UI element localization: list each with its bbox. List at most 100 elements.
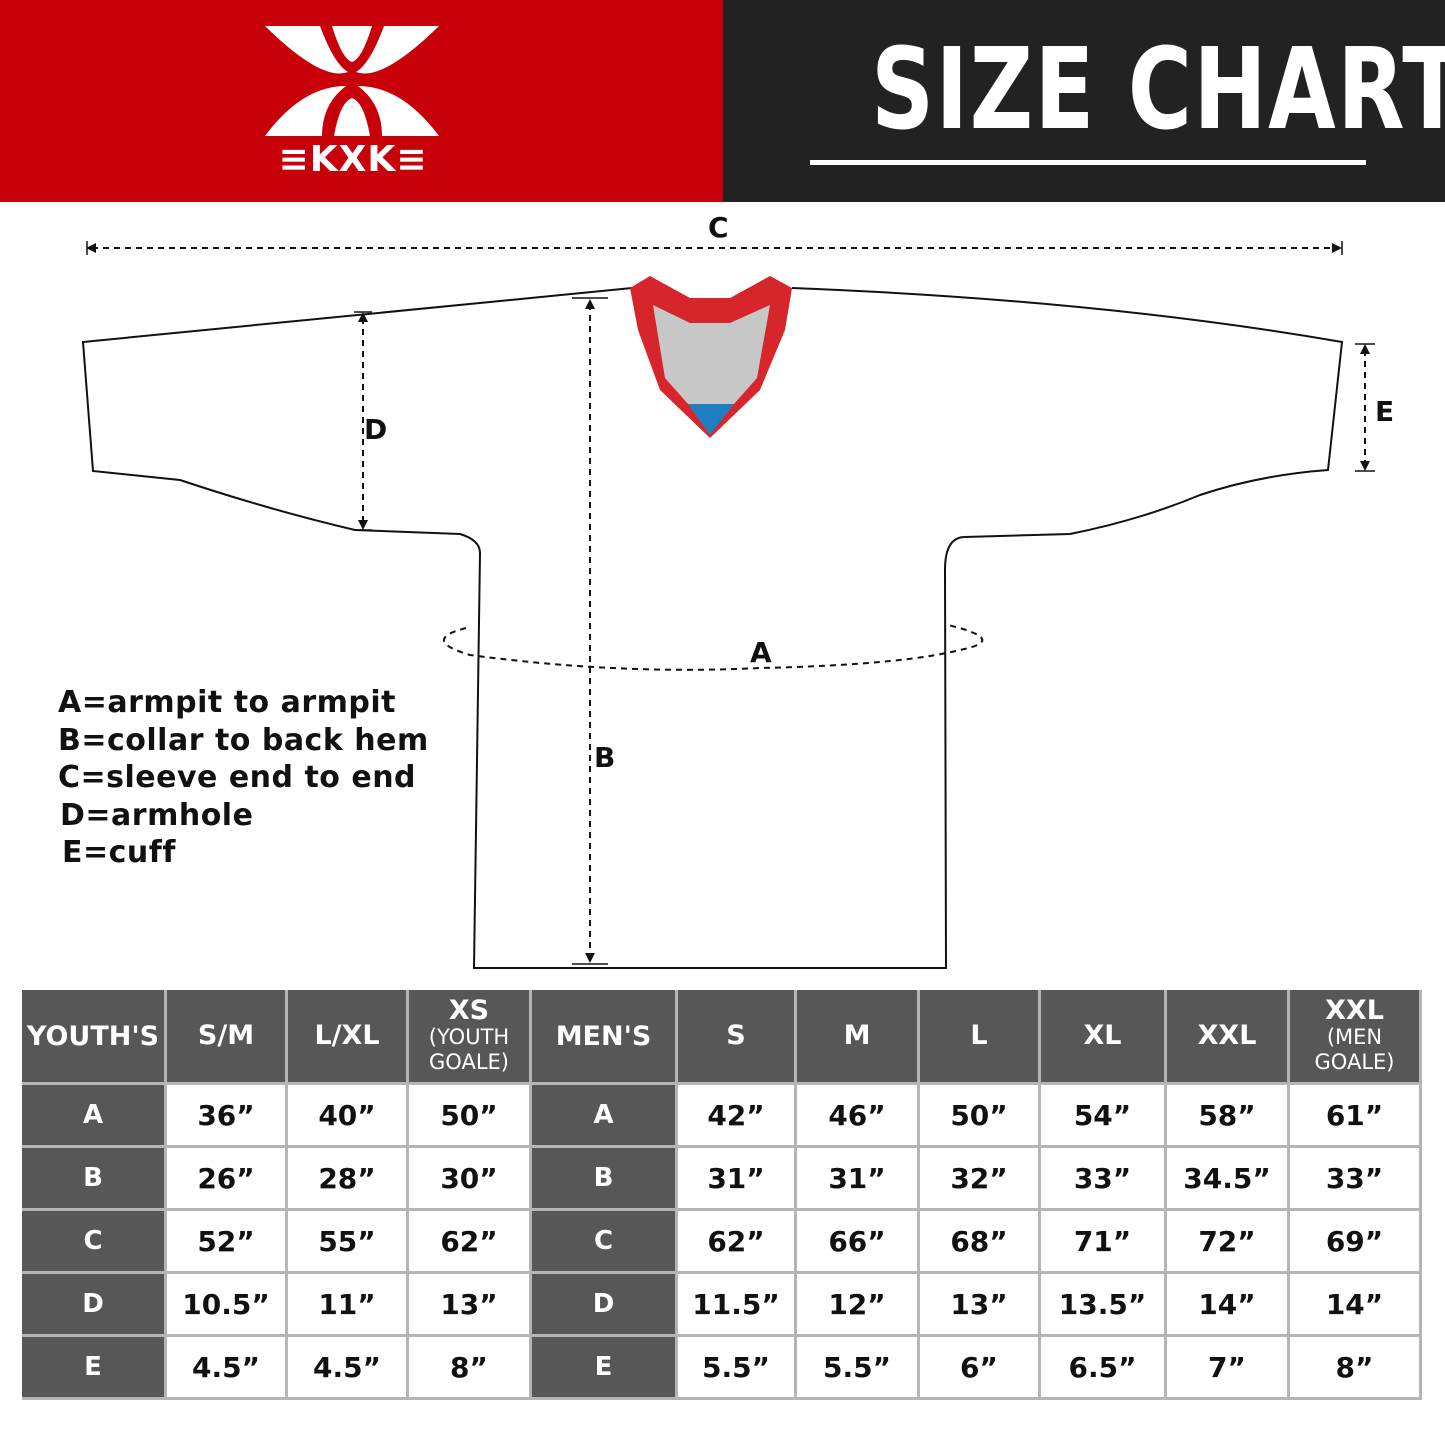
measurement-cell: 12”: [797, 1274, 920, 1337]
logo-wordmark: ≡KXK≡: [278, 139, 428, 180]
measurement-cell: 28”: [288, 1148, 409, 1211]
row-label-men: A: [532, 1085, 678, 1148]
measurement-cell: 55”: [288, 1211, 409, 1274]
table-row: A 36” 40” 50” A 42” 46” 50” 54” 58” 61”: [22, 1085, 1422, 1148]
row-label-men: E: [532, 1337, 678, 1400]
size-name: XL: [1083, 1020, 1122, 1051]
measurement-cell: 72”: [1167, 1211, 1290, 1274]
measurement-cell: 40”: [288, 1085, 409, 1148]
size-name: S: [726, 1020, 746, 1051]
table-row: C 52” 55” 62” C 62” 66” 68” 71” 72” 69”: [22, 1211, 1422, 1274]
size-name: XXL: [1325, 995, 1384, 1026]
measurement-cell: 69”: [1290, 1211, 1422, 1274]
measurement-cell: 34.5”: [1167, 1148, 1290, 1211]
measurement-cell: 54”: [1041, 1085, 1167, 1148]
measurement-cell: 13.5”: [1041, 1274, 1167, 1337]
measurement-cell: 71”: [1041, 1211, 1167, 1274]
measurement-cell: 4.5”: [167, 1337, 288, 1400]
measurement-cell: 6.5”: [1041, 1337, 1167, 1400]
size-name: S/M: [197, 1020, 255, 1051]
jersey-outline: [81, 287, 1344, 969]
measurement-legend: A=armpit to armpit B=collar to back hem …: [58, 684, 429, 872]
label-a: A: [750, 636, 772, 669]
size-note: (MEN GOALE): [1314, 1025, 1395, 1074]
measurement-cell: 14”: [1167, 1274, 1290, 1337]
label-b: B: [594, 741, 616, 774]
measurement-cell: 5.5”: [678, 1337, 797, 1400]
arrowheads: [86, 243, 1370, 963]
measurement-cell: 6”: [920, 1337, 1041, 1400]
measurement-cell: 4.5”: [288, 1337, 409, 1400]
measurement-cell: 33”: [1290, 1148, 1422, 1211]
size-header-men-4: XXL: [1167, 990, 1290, 1085]
measurement-cell: 46”: [797, 1085, 920, 1148]
measurement-cell: 11.5”: [678, 1274, 797, 1337]
measurement-cell: 7”: [1167, 1337, 1290, 1400]
size-name: XXL: [1197, 1020, 1257, 1051]
legend-item: A=armpit to armpit: [58, 685, 396, 720]
measurement-cell: 8”: [1290, 1337, 1422, 1400]
size-header-youth-1: L/XL: [288, 990, 409, 1085]
label-d: D: [364, 413, 388, 446]
size-header-youth-0: S/M: [167, 990, 288, 1085]
title-underline: [810, 160, 1366, 165]
measure-a: [443, 624, 984, 671]
row-label-youth: D: [22, 1274, 167, 1337]
measurement-cell: 32”: [920, 1148, 1041, 1211]
size-name: L: [970, 1020, 988, 1051]
size-name: L/XL: [314, 1020, 380, 1051]
size-name: M: [843, 1020, 871, 1051]
row-label-youth: C: [22, 1211, 167, 1274]
kxk-logo-icon: [265, 26, 439, 136]
measurement-cell: 42”: [678, 1085, 797, 1148]
measurement-cell: 52”: [167, 1211, 288, 1274]
measurement-cell: 50”: [409, 1085, 532, 1148]
legend-item: E=cuff: [62, 835, 176, 870]
row-label-men: D: [532, 1274, 678, 1337]
measurement-cell: 10.5”: [167, 1274, 288, 1337]
collar: [630, 276, 792, 438]
youth-header: YOUTH'S: [22, 990, 167, 1085]
measurement-cell: 61”: [1290, 1085, 1422, 1148]
label-e: E: [1375, 395, 1395, 428]
measurement-cell: 8”: [409, 1337, 532, 1400]
measurement-cell: 13”: [409, 1274, 532, 1337]
row-label-youth: B: [22, 1148, 167, 1211]
measurement-cell: 36”: [167, 1085, 288, 1148]
measurement-cell: 11”: [288, 1274, 409, 1337]
table-row: D 10.5” 11” 13” D 11.5” 12” 13” 13.5” 14” 14”: [22, 1274, 1422, 1337]
row-label-youth: E: [22, 1337, 167, 1400]
size-name: XS: [448, 995, 490, 1026]
legend-item: D=armhole: [60, 797, 254, 833]
size-header-youth-2: XS (YOUTH GOALE): [409, 990, 532, 1085]
label-c: C: [708, 211, 729, 244]
men-header: MEN'S: [532, 990, 678, 1085]
measurement-cell: 68”: [920, 1211, 1041, 1274]
page-title: SIZE CHART: [871, 25, 1445, 155]
measurement-cell: 13”: [920, 1274, 1041, 1337]
measure-lines: [92, 247, 1366, 958]
row-label-men: C: [532, 1211, 678, 1274]
jersey-diagram: [81, 241, 1375, 969]
measurement-cell: 62”: [678, 1211, 797, 1274]
measurement-cell: 33”: [1041, 1148, 1167, 1211]
legend-item: B=collar to back hem: [58, 722, 429, 758]
measurement-cell: 26”: [167, 1148, 288, 1211]
measurement-cell: 5.5”: [797, 1337, 920, 1400]
size-note: (YOUTH GOALE): [428, 1025, 510, 1074]
measurement-cell: 30”: [409, 1148, 532, 1211]
measurement-cell: 50”: [920, 1085, 1041, 1148]
legend-item: C=sleeve end to end: [58, 760, 417, 795]
measurement-cell: 31”: [678, 1148, 797, 1211]
row-label-men: B: [532, 1148, 678, 1211]
size-header-men-3: XL: [1041, 990, 1167, 1085]
size-header-men-0: S: [678, 990, 797, 1085]
measurement-cell: 58”: [1167, 1085, 1290, 1148]
row-label-youth: A: [22, 1085, 167, 1148]
size-header-men-1: M: [797, 990, 920, 1085]
measurement-cell: 62”: [409, 1211, 532, 1274]
measurement-cell: 31”: [797, 1148, 920, 1211]
table-header-row: YOUTH'S S/M L/XL XS (YOUTH GOALE) MEN'S S M L XL X…: [22, 990, 1422, 1085]
measurement-cell: 14”: [1290, 1274, 1422, 1337]
size-table: YOUTH'S S/M L/XL XS (YOUTH GOALE) MEN'S S M L XL X…: [22, 990, 1422, 1400]
